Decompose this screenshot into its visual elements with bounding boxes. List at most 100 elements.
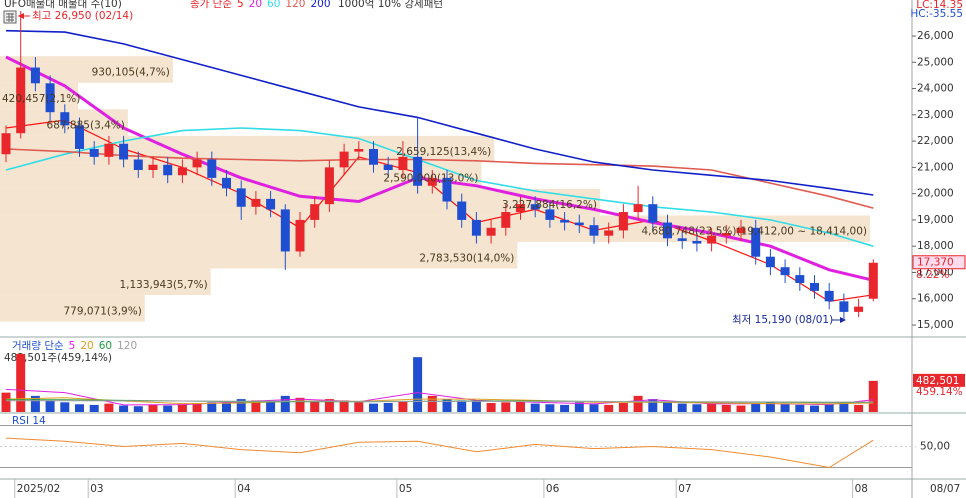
volume-profile-bar	[0, 188, 600, 216]
y-tick-label: 22,000	[917, 135, 954, 147]
y-tick-label: 20,000	[917, 188, 954, 200]
volume-bar	[501, 402, 511, 412]
volume-bar	[236, 399, 246, 412]
volume-bar	[398, 401, 408, 412]
volume-bar	[868, 380, 878, 412]
y-tick-label: 50,00	[920, 441, 950, 453]
x-tick-label: 08	[855, 483, 868, 495]
last-date: 08/07	[930, 483, 960, 495]
volume-bar	[369, 403, 378, 412]
volume-legend-title: 거래량 단순	[12, 340, 64, 352]
volume-bar	[618, 402, 628, 412]
grid-icon[interactable]	[3, 10, 17, 24]
candle-body	[148, 164, 158, 170]
volume-bar	[222, 402, 231, 412]
y-tick-label: 17,000	[917, 266, 954, 278]
candle-body	[177, 167, 187, 176]
icon-lines	[6, 13, 14, 22]
volume-bar	[721, 404, 731, 412]
volume-bar	[133, 406, 143, 412]
candle-body	[222, 177, 231, 189]
volume-bar	[192, 403, 202, 412]
candle-body	[810, 282, 819, 291]
y-tick-label: 19,000	[917, 214, 954, 226]
volume-bar	[457, 400, 467, 412]
candle-body	[751, 227, 761, 257]
candle-body	[780, 267, 790, 276]
candle-body	[677, 238, 687, 241]
candle-body	[324, 167, 334, 205]
candle-body	[839, 301, 849, 312]
volume-bar	[383, 402, 393, 412]
candle-body	[530, 204, 540, 210]
volume-bar	[16, 353, 26, 412]
candle-body	[398, 156, 408, 170]
volume-profile-label: 930,105(4,7%)	[92, 66, 170, 78]
volume-bar	[574, 402, 584, 412]
candle-body	[104, 143, 114, 157]
x-tick-label: 2025/02	[17, 483, 61, 495]
y-tick-label: 26,000	[917, 30, 954, 42]
volume-bar	[765, 402, 775, 412]
header-title: UFO매물대 매물대 수(10)	[4, 0, 122, 10]
volume-profile-label: 420,457(2,1%)	[2, 93, 80, 105]
candle-body	[251, 198, 261, 207]
change-label: 8.22%	[916, 269, 949, 281]
y-tick-label: 21,000	[917, 161, 954, 173]
candle-body	[692, 240, 702, 244]
volume-bar	[354, 402, 364, 412]
candle-body	[207, 159, 217, 178]
candle-body	[589, 225, 599, 236]
candle-body	[457, 201, 467, 220]
volume-bar	[471, 401, 481, 412]
candle-body	[516, 204, 525, 213]
volume-bar	[207, 402, 217, 412]
volume-profile-label: 2,590,000(13,0%)	[383, 173, 478, 185]
candle-body	[295, 219, 305, 252]
candle-body	[721, 233, 731, 236]
low-arrow	[840, 317, 846, 323]
legend-entry: 20	[80, 340, 93, 352]
x-tick-label: 04	[237, 483, 251, 495]
volume-bar	[280, 395, 290, 412]
candle-body	[707, 235, 717, 244]
candle-body	[824, 290, 834, 302]
volume-note: 482,501주(459,14%)	[4, 352, 112, 364]
volume-bar	[560, 404, 570, 412]
volume-bar	[266, 402, 276, 412]
legend-title: 종가 단순	[190, 0, 232, 10]
data-layer	[1, 11, 878, 469]
volume-bar	[604, 404, 614, 412]
volume-profile-label: 2,783,530(14,0%)	[419, 252, 514, 264]
volume-bar	[810, 405, 819, 412]
volume-profile-label: 3,227,884(16,2%)	[502, 199, 597, 211]
moving-average	[5, 29, 874, 196]
volume-bar	[648, 399, 658, 412]
candle-body	[45, 83, 55, 113]
volume-bar	[707, 402, 717, 412]
volume-bar	[310, 401, 320, 412]
candle-body	[16, 67, 26, 134]
candle-body	[266, 198, 276, 210]
candle-body	[383, 164, 393, 170]
volume-bar	[736, 405, 746, 412]
legend-entry: 200	[310, 0, 330, 10]
lc-label: LC:14.35	[916, 0, 963, 11]
volume-bar	[177, 404, 187, 412]
volume-bar	[324, 399, 334, 412]
header-note: 1000억 10% 강세패턴	[338, 0, 443, 10]
candle-body	[133, 159, 143, 170]
legend-entry: 120	[285, 0, 305, 10]
volume-profile-label: 4,680,748(23,5%)(19,412,00 ~ 18,414,00)	[641, 226, 867, 238]
candle-body	[574, 222, 584, 226]
price-tag	[912, 255, 966, 270]
volume-bar	[663, 402, 672, 412]
candle-body	[486, 227, 496, 236]
volume-bar	[413, 357, 423, 412]
y-tick-label: 23,000	[917, 109, 954, 121]
legend-entry: 120	[117, 340, 137, 352]
volume-bar	[839, 402, 849, 412]
volume-bar	[780, 404, 790, 412]
candle-body	[663, 222, 672, 239]
volume-bar	[148, 404, 158, 412]
